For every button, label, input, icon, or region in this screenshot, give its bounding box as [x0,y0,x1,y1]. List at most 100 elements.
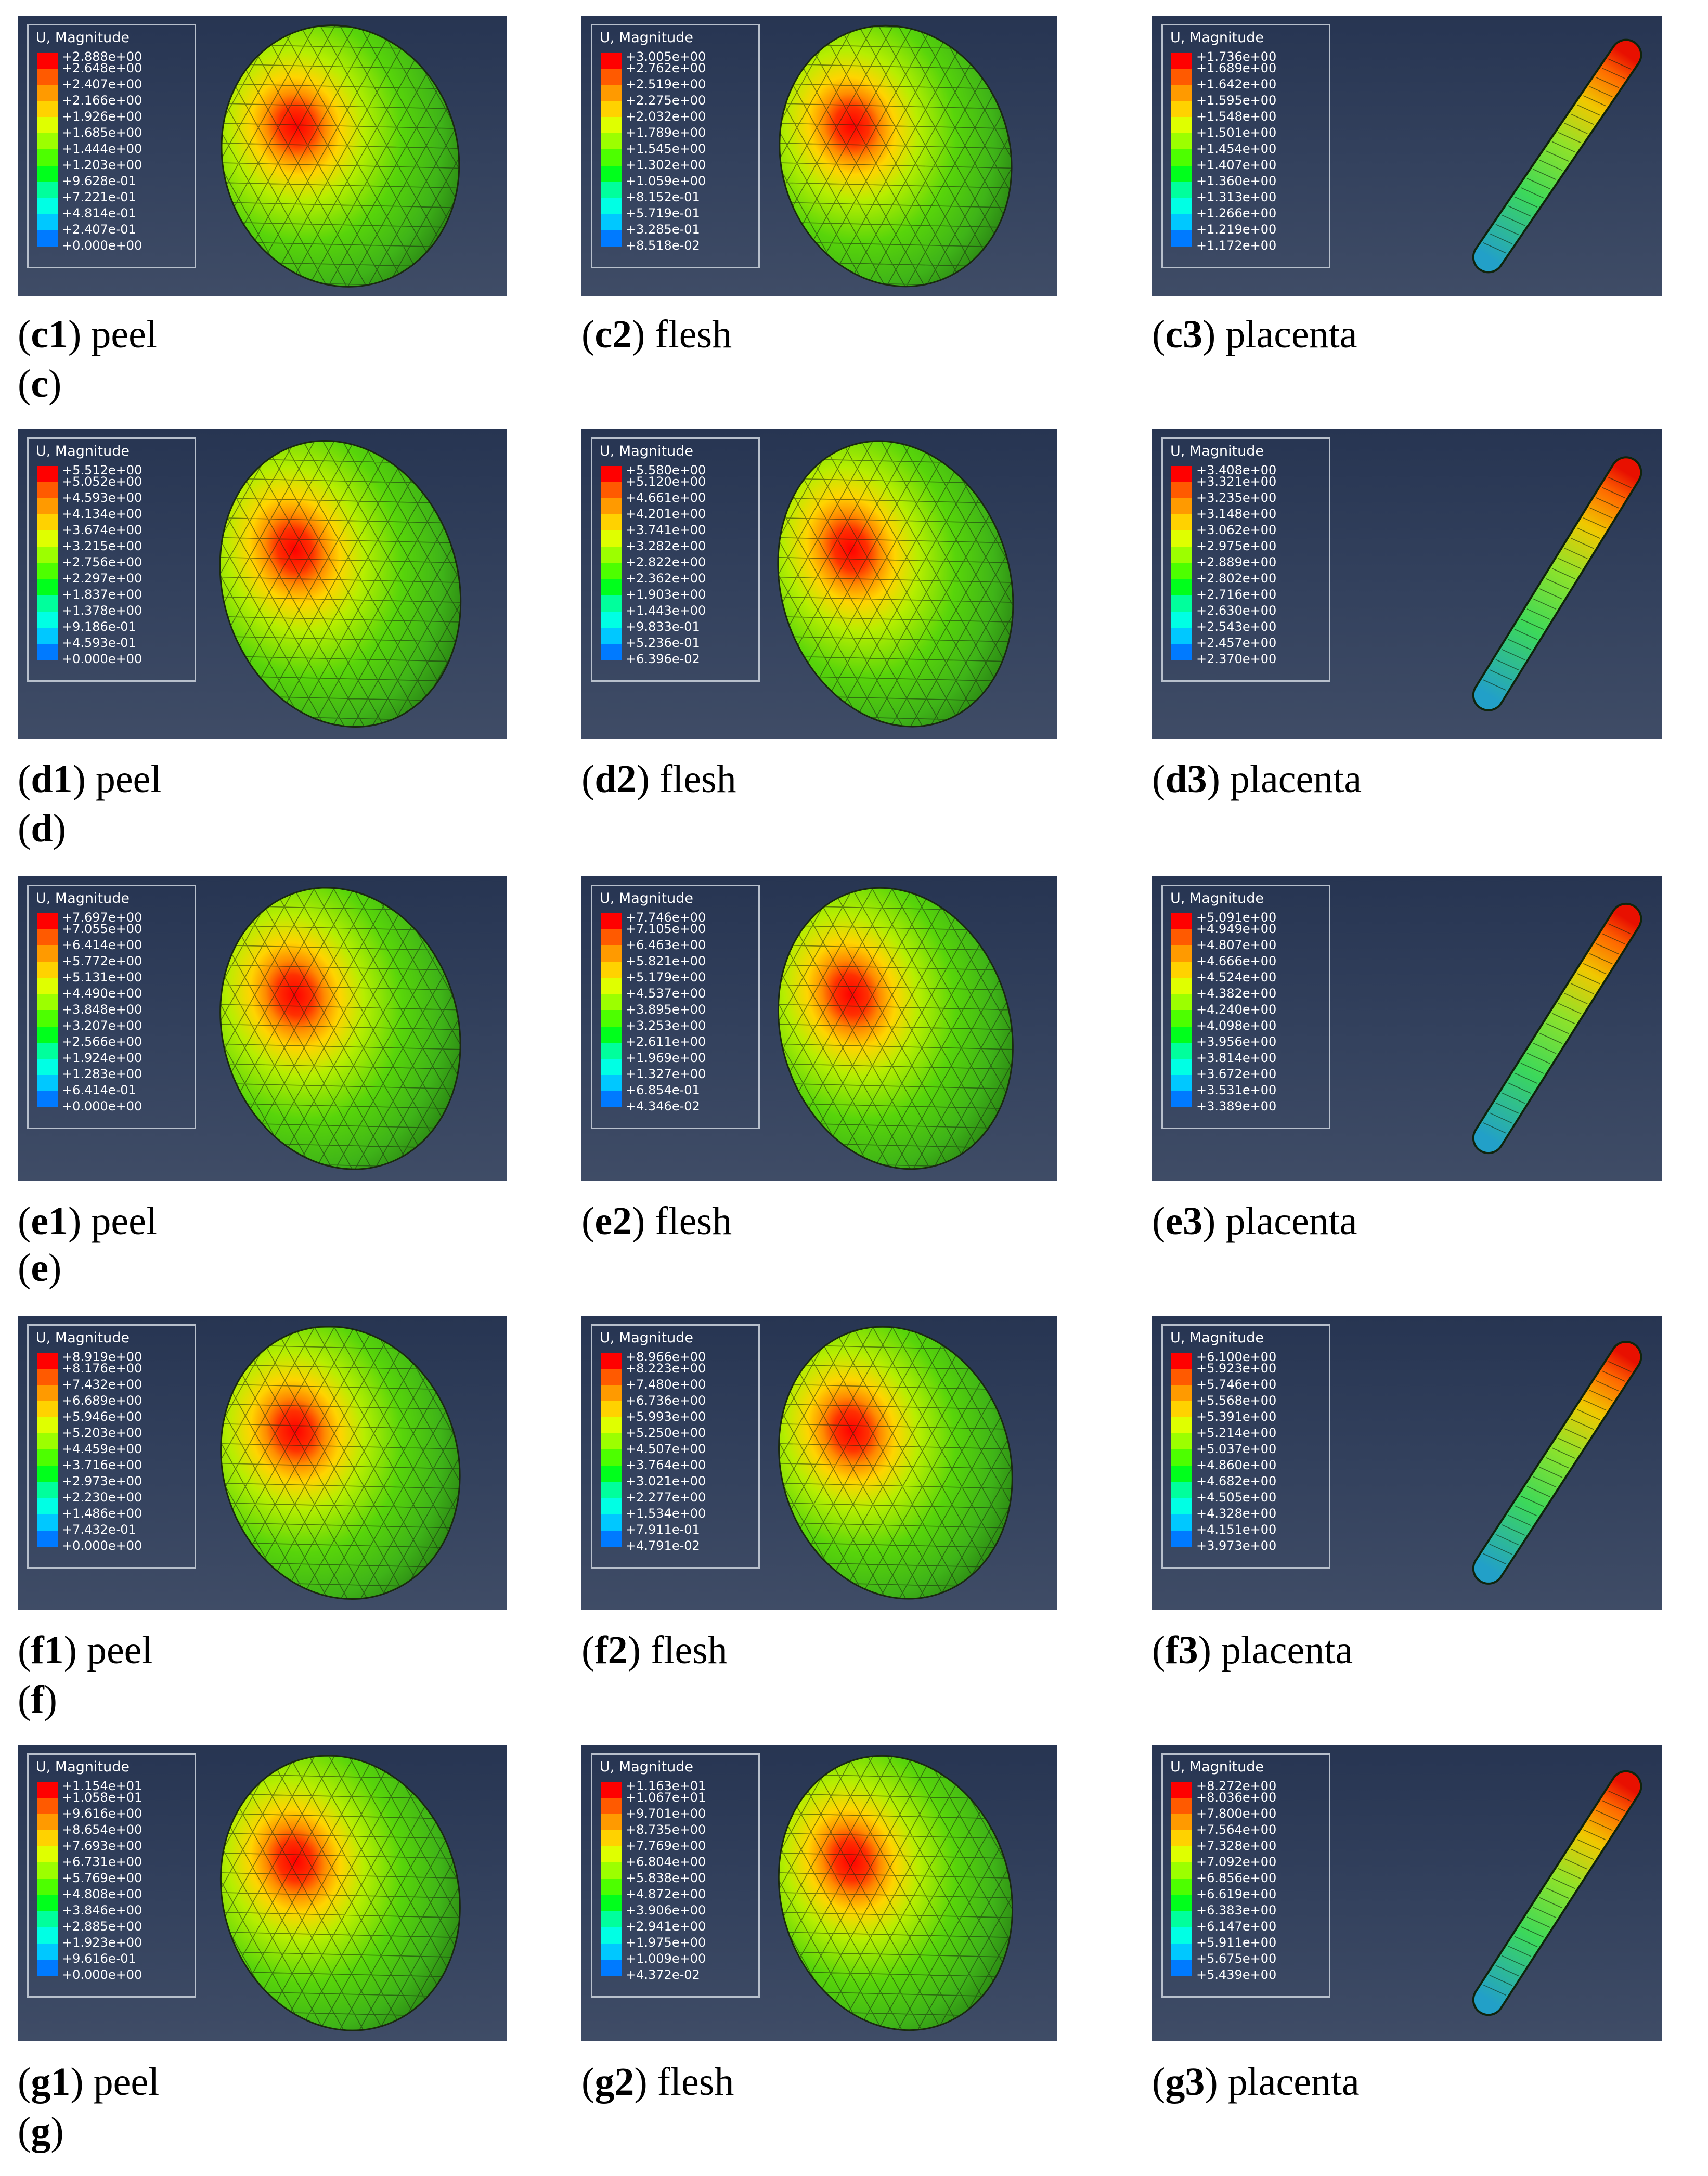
legend-value: +1.378e+00 [62,603,143,618]
mesh-lines [1483,477,1632,691]
legend-title: U, Magnitude [1170,443,1264,459]
legend-entry: +4.666e+00 [1171,955,1325,978]
legend-value: +3.674e+00 [62,522,143,537]
legend-swatch [37,1385,58,1402]
legend-value: +1.058e+01 [62,1790,143,1805]
legend-entry: +1.172e+00 [1171,239,1325,263]
legend-swatch [1171,85,1192,101]
legend-box: U, Magnitude +2.888e+00 +2.648e+00 +2.407e+… [27,24,196,268]
legend-value: +4.791e-02 [626,1538,700,1553]
legend-value: +5.568e+00 [1196,1393,1277,1408]
legend-swatch [601,1862,622,1879]
legend-value: +7.432e-01 [62,1522,136,1537]
legend-entry: +6.414e-01 [37,1084,190,1107]
legend-swatch [601,1514,622,1531]
legend-entry: +5.568e+00 [1171,1394,1325,1418]
legend-swatch [601,1353,622,1369]
legend-entry: +1.642e+00 [1171,78,1325,101]
legend-entry: +2.822e+00 [601,556,754,579]
legend-box: U, Magnitude +7.746e+00 +7.105e+00 +6.463e+… [591,885,760,1129]
legend-value: +7.221e-01 [62,190,136,205]
legend-swatch [1171,530,1192,547]
legend-value: +1.154e+01 [62,1779,143,1793]
legend-value: +2.885e+00 [62,1919,143,1934]
legend-swatch [601,1417,622,1434]
legend-value: +1.327e+00 [626,1067,706,1082]
legend-swatch [1171,1798,1192,1815]
legend-value: +8.036e+00 [1196,1790,1277,1805]
legend-box: U, Magnitude +1.163e+01 +1.067e+01 +9.701e+… [591,1753,760,1998]
legend-swatch [1171,69,1192,85]
legend-entry: +7.693e+00 [37,1840,190,1863]
panel-part: placenta [1230,757,1362,801]
legend-value: +1.443e+00 [626,603,706,618]
legend-swatch [1171,1466,1192,1482]
legend-value: +7.480e+00 [626,1377,706,1392]
legend-swatch [1171,627,1192,644]
legend-entry: +1.203e+00 [37,159,190,182]
panel-part: placenta [1227,2060,1360,2104]
panel-caption-f3: (f3) placenta [1152,1628,1353,1672]
legend-swatch [601,547,622,563]
group-id: f [31,1678,44,1721]
legend-swatch [1171,198,1192,214]
legend-swatch [1171,563,1192,579]
legend-entry: +6.383e+00 [1171,1904,1325,1927]
fruit-model [184,429,497,739]
legend-value: +5.838e+00 [626,1870,706,1885]
legend-value: +4.098e+00 [1196,1018,1277,1033]
legend-swatch [1171,1010,1192,1027]
panel-caption-e2: (e2) flesh [581,1199,732,1243]
legend-entry: +7.221e-01 [37,191,190,214]
legend-swatch [601,563,622,579]
legend-swatch [601,1010,622,1027]
legend-entry: +4.240e+00 [1171,1003,1325,1027]
legend-entry: +1.736e+00 [1171,49,1325,69]
legend-value: +3.207e+00 [62,1018,143,1033]
panel-part: peel [95,757,162,801]
legend-swatch [37,929,58,946]
fruit-body [779,1326,1013,1599]
legend-swatch [1171,1417,1192,1434]
legend-title: U, Magnitude [600,1759,693,1775]
placenta-model [1472,902,1642,1155]
legend-entry: +1.501e+00 [1171,126,1325,150]
legend-entry: +0.000e+00 [37,239,190,263]
legend-swatch [1171,1846,1192,1863]
legend-value: +5.131e+00 [62,969,143,985]
legend-entry: +3.021e+00 [601,1475,754,1498]
legend-value: +2.297e+00 [62,571,143,586]
legend-value: +5.250e+00 [626,1425,706,1440]
legend-entry: +2.975e+00 [1171,540,1325,563]
legend-entry: +2.756e+00 [37,556,190,579]
legend-swatch [37,514,58,531]
legend-entry: +5.769e+00 [37,1872,190,1895]
legend-swatch [601,962,622,978]
legend-entry: +8.272e+00 [1171,1780,1325,1798]
legend-entry: +2.543e+00 [1171,620,1325,644]
group-id: e [31,1246,49,1290]
legend-entry: +8.919e+00 [37,1351,190,1369]
legend-value: +3.895e+00 [626,1002,706,1017]
legend-entry: +2.630e+00 [1171,604,1325,628]
legend-value: +1.926e+00 [62,109,143,124]
legend-swatch [1171,913,1192,930]
legend-swatch [37,1482,58,1498]
legend-value: +4.860e+00 [1196,1458,1277,1472]
legend-value: +6.689e+00 [62,1393,143,1408]
legend-value: +2.762e+00 [626,60,706,75]
legend-swatch [37,962,58,978]
legend-box: U, Magnitude +5.091e+00 +4.949e+00 +4.807e+… [1161,885,1330,1129]
legend-title: U, Magnitude [36,30,130,46]
panel-caption-d1: (d1) peel [18,757,162,801]
legend-swatch [1171,611,1192,628]
legend-entry: +9.616e+00 [37,1807,190,1831]
legend-entry: +4.808e+00 [37,1888,190,1911]
legend-value: +1.283e+00 [62,1067,143,1082]
legend-entry: +7.055e+00 [37,923,190,946]
legend-swatch [37,1010,58,1027]
legend-entry: +1.313e+00 [1171,191,1325,214]
legend-swatch [1171,1058,1192,1075]
contour-panel-d3: U, Magnitude +3.408e+00 +3.321e+00 +3.235e+… [1152,429,1662,739]
legend-value: +1.736e+00 [1196,49,1277,64]
